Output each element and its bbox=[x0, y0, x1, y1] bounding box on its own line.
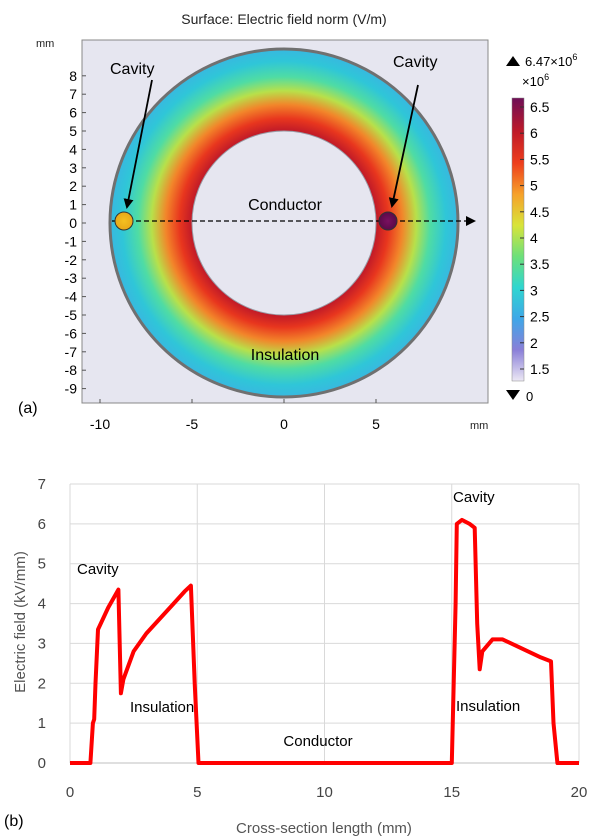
colorbar-min-triangle bbox=[506, 390, 520, 400]
label-cavity-left: Cavity bbox=[110, 61, 154, 78]
panel-a-y-tick-label: 7 bbox=[69, 86, 77, 102]
colorbar-tick-label: 3 bbox=[530, 282, 538, 298]
panel-b-y-tick-label: 0 bbox=[38, 755, 46, 772]
panel-b-x-tick-label: 5 bbox=[193, 784, 201, 801]
panel-a-y-tick-label: 6 bbox=[69, 105, 77, 121]
panel-a-y-tick-label: -8 bbox=[65, 362, 78, 378]
panel-a-x-tick-label: -5 bbox=[186, 416, 199, 432]
colorbar-tick-label: 1.5 bbox=[530, 361, 550, 377]
colorbar-tick-label: 5 bbox=[530, 178, 538, 194]
panel-b-y-tick-label: 4 bbox=[38, 596, 46, 613]
panel-a-x-tick-label: -10 bbox=[90, 416, 110, 432]
panel-a: Surface: Electric field norm (V/m) mm Ca… bbox=[18, 11, 577, 432]
cavity-left bbox=[114, 211, 134, 231]
cavity-right bbox=[378, 211, 398, 231]
panel-a-y-tick-label: 5 bbox=[69, 123, 77, 139]
panel-b-y-tick-label: 1 bbox=[38, 715, 46, 732]
panel-a-y-tick-label: 8 bbox=[69, 68, 77, 84]
panel-b-x-ticks: 0 5 10 15 20 bbox=[66, 784, 588, 801]
colorbar-max-triangle bbox=[506, 56, 520, 66]
panel-b-x-tick-label: 10 bbox=[316, 784, 333, 801]
panel-a-y-tick-label: -1 bbox=[65, 233, 78, 249]
label-conductor: Conductor bbox=[248, 197, 322, 214]
panel-b-x-tick-label: 20 bbox=[571, 784, 588, 801]
panel-a-x-tick-label: 0 bbox=[280, 416, 288, 432]
panel-a-y-tick-label: 0 bbox=[69, 215, 77, 231]
label-cavity-right: Cavity bbox=[393, 54, 437, 71]
panel-b-y-tick-label: 7 bbox=[38, 476, 46, 493]
panel-a-x-tick-label: 5 bbox=[372, 416, 380, 432]
panel-b-annot-insulation-right: Insulation bbox=[456, 698, 520, 715]
panel-a-y-unit: mm bbox=[36, 38, 54, 50]
arrow-cavity-left bbox=[123, 79, 153, 209]
panel-a-y-tick-label: -4 bbox=[65, 289, 78, 305]
colorbar-bar bbox=[511, 97, 525, 382]
panel-a-title: Surface: Electric field norm (V/m) bbox=[181, 11, 386, 27]
label-insulation: Insulation bbox=[251, 347, 320, 364]
panel-b-x-tick-label: 15 bbox=[443, 784, 460, 801]
panel-a-y-tick-label: 3 bbox=[69, 160, 77, 176]
panel-b-ylabel: Electric field (kV/mm) bbox=[12, 551, 29, 693]
panel-a-x-ticks: -10 -5 0 5 bbox=[90, 399, 380, 432]
panel-b-y-tick-label: 2 bbox=[38, 675, 46, 692]
panel-b-annot-conductor: Conductor bbox=[283, 733, 352, 750]
colorbar-tick-label: 2 bbox=[530, 335, 538, 351]
panel-a-y-tick-label: -6 bbox=[65, 325, 78, 341]
panel-a-y-ticks: 8 7 6 5 4 3 2 1 0 -1 -2 -3 -4 -5 -6 -7 -8 -9 bbox=[65, 68, 86, 397]
panel-a-y-tick-label: -9 bbox=[65, 381, 78, 397]
panel-a-y-tick-label: -3 bbox=[65, 270, 78, 286]
colorbar-tick-label: 6.5 bbox=[530, 99, 550, 115]
conductor-core bbox=[191, 130, 377, 316]
colorbar-tick-label: 6 bbox=[530, 125, 538, 141]
panel-b-label: (b) bbox=[4, 813, 24, 830]
colorbar-max-label: 6.47×106 bbox=[525, 52, 577, 69]
panel-b-x-tick-label: 0 bbox=[66, 784, 74, 801]
panel-b-annot-insulation-left: Insulation bbox=[130, 699, 194, 716]
panel-b-y-tick-label: 3 bbox=[38, 635, 46, 652]
panel-a-y-tick-label: 1 bbox=[69, 197, 77, 213]
electric-field-line bbox=[70, 517, 579, 765]
panel-a-y-tick-label: 2 bbox=[69, 178, 77, 194]
panel-a-y-tick-label: -7 bbox=[65, 344, 78, 360]
panel-a-y-tick-label: -2 bbox=[65, 252, 78, 268]
colorbar-tick-label: 2.5 bbox=[530, 309, 550, 325]
panel-b-y-tick-label: 6 bbox=[38, 516, 46, 533]
panel-b-grid bbox=[69, 483, 580, 764]
panel-a-y-tick-label: 4 bbox=[69, 141, 77, 157]
panel-b-y-tick-label: 5 bbox=[38, 556, 46, 573]
colorbar: 6.47×106 ×106 6.5 6 5.5 5 4.5 4 3.5 3 2.5 2 1.5 0 bbox=[506, 52, 577, 404]
colorbar-tick-label: 4.5 bbox=[530, 204, 550, 220]
colorbar-min-label: 0 bbox=[526, 389, 533, 404]
arrow-cavity-right bbox=[388, 84, 419, 208]
panel-b-annot-cavity-right: Cavity bbox=[453, 489, 495, 506]
panel-b-y-ticks: 0 1 2 3 4 5 6 7 bbox=[38, 476, 46, 772]
colorbar-tick-label: 4 bbox=[530, 230, 538, 246]
colorbar-tick-label: 3.5 bbox=[530, 256, 550, 272]
panel-b-xlabel: Cross-section length (mm) bbox=[236, 820, 412, 837]
panel-a-x-unit: mm bbox=[470, 420, 488, 432]
panel-a-label: (a) bbox=[18, 400, 38, 417]
panel-b-annot-cavity-left: Cavity bbox=[77, 561, 119, 578]
panel-a-y-tick-label: -5 bbox=[65, 307, 78, 323]
colorbar-scale-label: ×106 bbox=[522, 72, 549, 89]
colorbar-ticks: 6.5 6 5.5 5 4.5 4 3.5 3 2.5 2 1.5 bbox=[520, 99, 550, 377]
panel-b: 0 1 2 3 4 5 6 7 0 5 10 15 20 Cavity Insulation Cond… bbox=[4, 476, 587, 837]
colorbar-tick-label: 5.5 bbox=[530, 151, 550, 167]
